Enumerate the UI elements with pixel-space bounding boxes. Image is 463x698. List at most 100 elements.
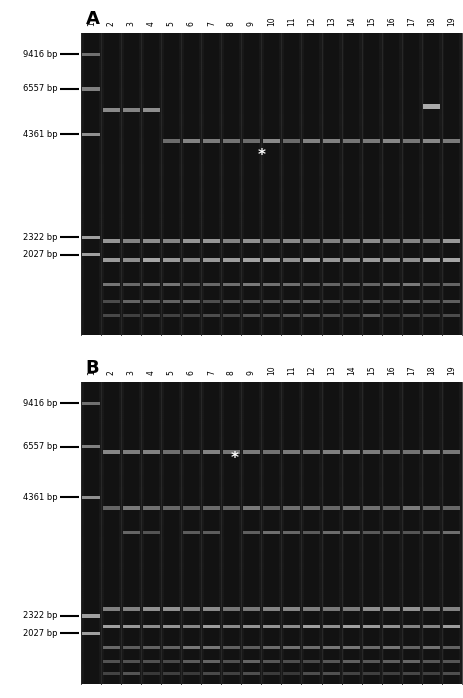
Bar xyxy=(322,530,339,534)
Bar xyxy=(382,506,399,510)
Bar xyxy=(163,506,179,510)
Bar xyxy=(81,225,461,226)
Bar xyxy=(103,646,119,649)
Bar xyxy=(81,429,461,431)
Bar xyxy=(182,300,199,304)
Bar xyxy=(81,166,461,168)
Bar xyxy=(81,174,461,176)
Text: 4: 4 xyxy=(146,22,156,26)
Bar xyxy=(243,283,259,286)
Bar xyxy=(81,499,461,501)
Bar xyxy=(81,650,461,652)
Bar xyxy=(263,239,279,243)
Bar xyxy=(81,517,461,519)
Bar xyxy=(81,196,461,198)
Bar xyxy=(363,646,379,649)
Bar xyxy=(343,140,359,144)
Bar xyxy=(81,668,461,670)
Bar xyxy=(182,450,199,454)
Bar xyxy=(81,439,461,440)
Bar xyxy=(81,261,461,262)
Bar xyxy=(82,253,100,256)
Bar xyxy=(302,506,319,510)
Bar xyxy=(81,96,461,98)
Bar xyxy=(81,146,461,148)
Bar xyxy=(163,383,179,684)
Bar xyxy=(81,563,461,565)
Text: 12: 12 xyxy=(307,17,315,26)
Bar xyxy=(282,239,299,243)
Bar xyxy=(81,497,461,499)
Bar xyxy=(81,443,461,445)
Bar xyxy=(163,258,179,262)
Bar xyxy=(282,258,299,262)
Bar xyxy=(202,258,219,262)
Bar xyxy=(81,140,461,142)
Bar xyxy=(81,642,461,644)
Bar xyxy=(322,140,339,144)
Bar xyxy=(81,405,461,406)
Bar xyxy=(81,463,461,465)
Bar xyxy=(81,241,461,242)
Bar xyxy=(81,449,461,451)
Bar xyxy=(223,660,239,663)
Bar xyxy=(323,33,338,335)
Bar xyxy=(81,230,461,232)
Bar xyxy=(81,168,461,170)
Bar xyxy=(123,646,139,649)
Bar xyxy=(363,607,379,611)
Bar xyxy=(422,314,439,317)
Bar xyxy=(343,283,359,286)
Text: 19: 19 xyxy=(446,17,455,26)
Bar xyxy=(81,594,461,595)
Bar xyxy=(182,239,199,243)
Bar xyxy=(183,383,199,684)
Bar xyxy=(81,152,461,154)
Text: 17: 17 xyxy=(406,17,415,26)
Bar xyxy=(382,283,399,286)
Bar xyxy=(81,70,461,71)
Bar xyxy=(263,506,279,510)
Bar xyxy=(182,258,199,262)
Text: 3: 3 xyxy=(126,371,136,376)
Bar xyxy=(81,72,461,73)
Bar xyxy=(81,511,461,513)
Bar xyxy=(81,281,461,283)
Bar xyxy=(81,56,461,57)
Bar xyxy=(202,314,219,317)
Bar xyxy=(81,567,461,570)
Bar xyxy=(81,265,461,267)
Bar xyxy=(81,401,461,402)
Bar xyxy=(302,283,319,286)
Bar xyxy=(163,450,179,454)
Text: 1: 1 xyxy=(87,371,95,376)
Bar xyxy=(81,626,461,628)
Bar xyxy=(203,383,219,684)
Bar xyxy=(263,530,279,534)
Bar xyxy=(143,239,159,243)
Bar xyxy=(343,300,359,304)
Bar xyxy=(81,235,461,237)
Bar xyxy=(302,625,319,628)
Bar xyxy=(103,258,119,262)
Bar xyxy=(422,283,439,286)
Bar xyxy=(402,140,419,144)
Bar xyxy=(81,255,461,257)
Bar xyxy=(422,672,439,675)
Bar xyxy=(322,314,339,317)
Bar xyxy=(202,646,219,649)
Bar xyxy=(143,108,159,112)
Bar xyxy=(243,607,259,611)
Bar xyxy=(442,140,459,144)
Bar xyxy=(81,98,461,100)
Bar xyxy=(343,314,359,317)
Text: 5: 5 xyxy=(167,371,175,376)
Bar xyxy=(422,258,439,262)
Bar xyxy=(123,660,139,663)
Bar xyxy=(182,530,199,534)
Text: 7: 7 xyxy=(206,22,215,26)
Bar xyxy=(182,607,199,611)
Bar xyxy=(243,625,259,628)
Bar xyxy=(243,660,259,663)
Bar xyxy=(202,239,219,243)
